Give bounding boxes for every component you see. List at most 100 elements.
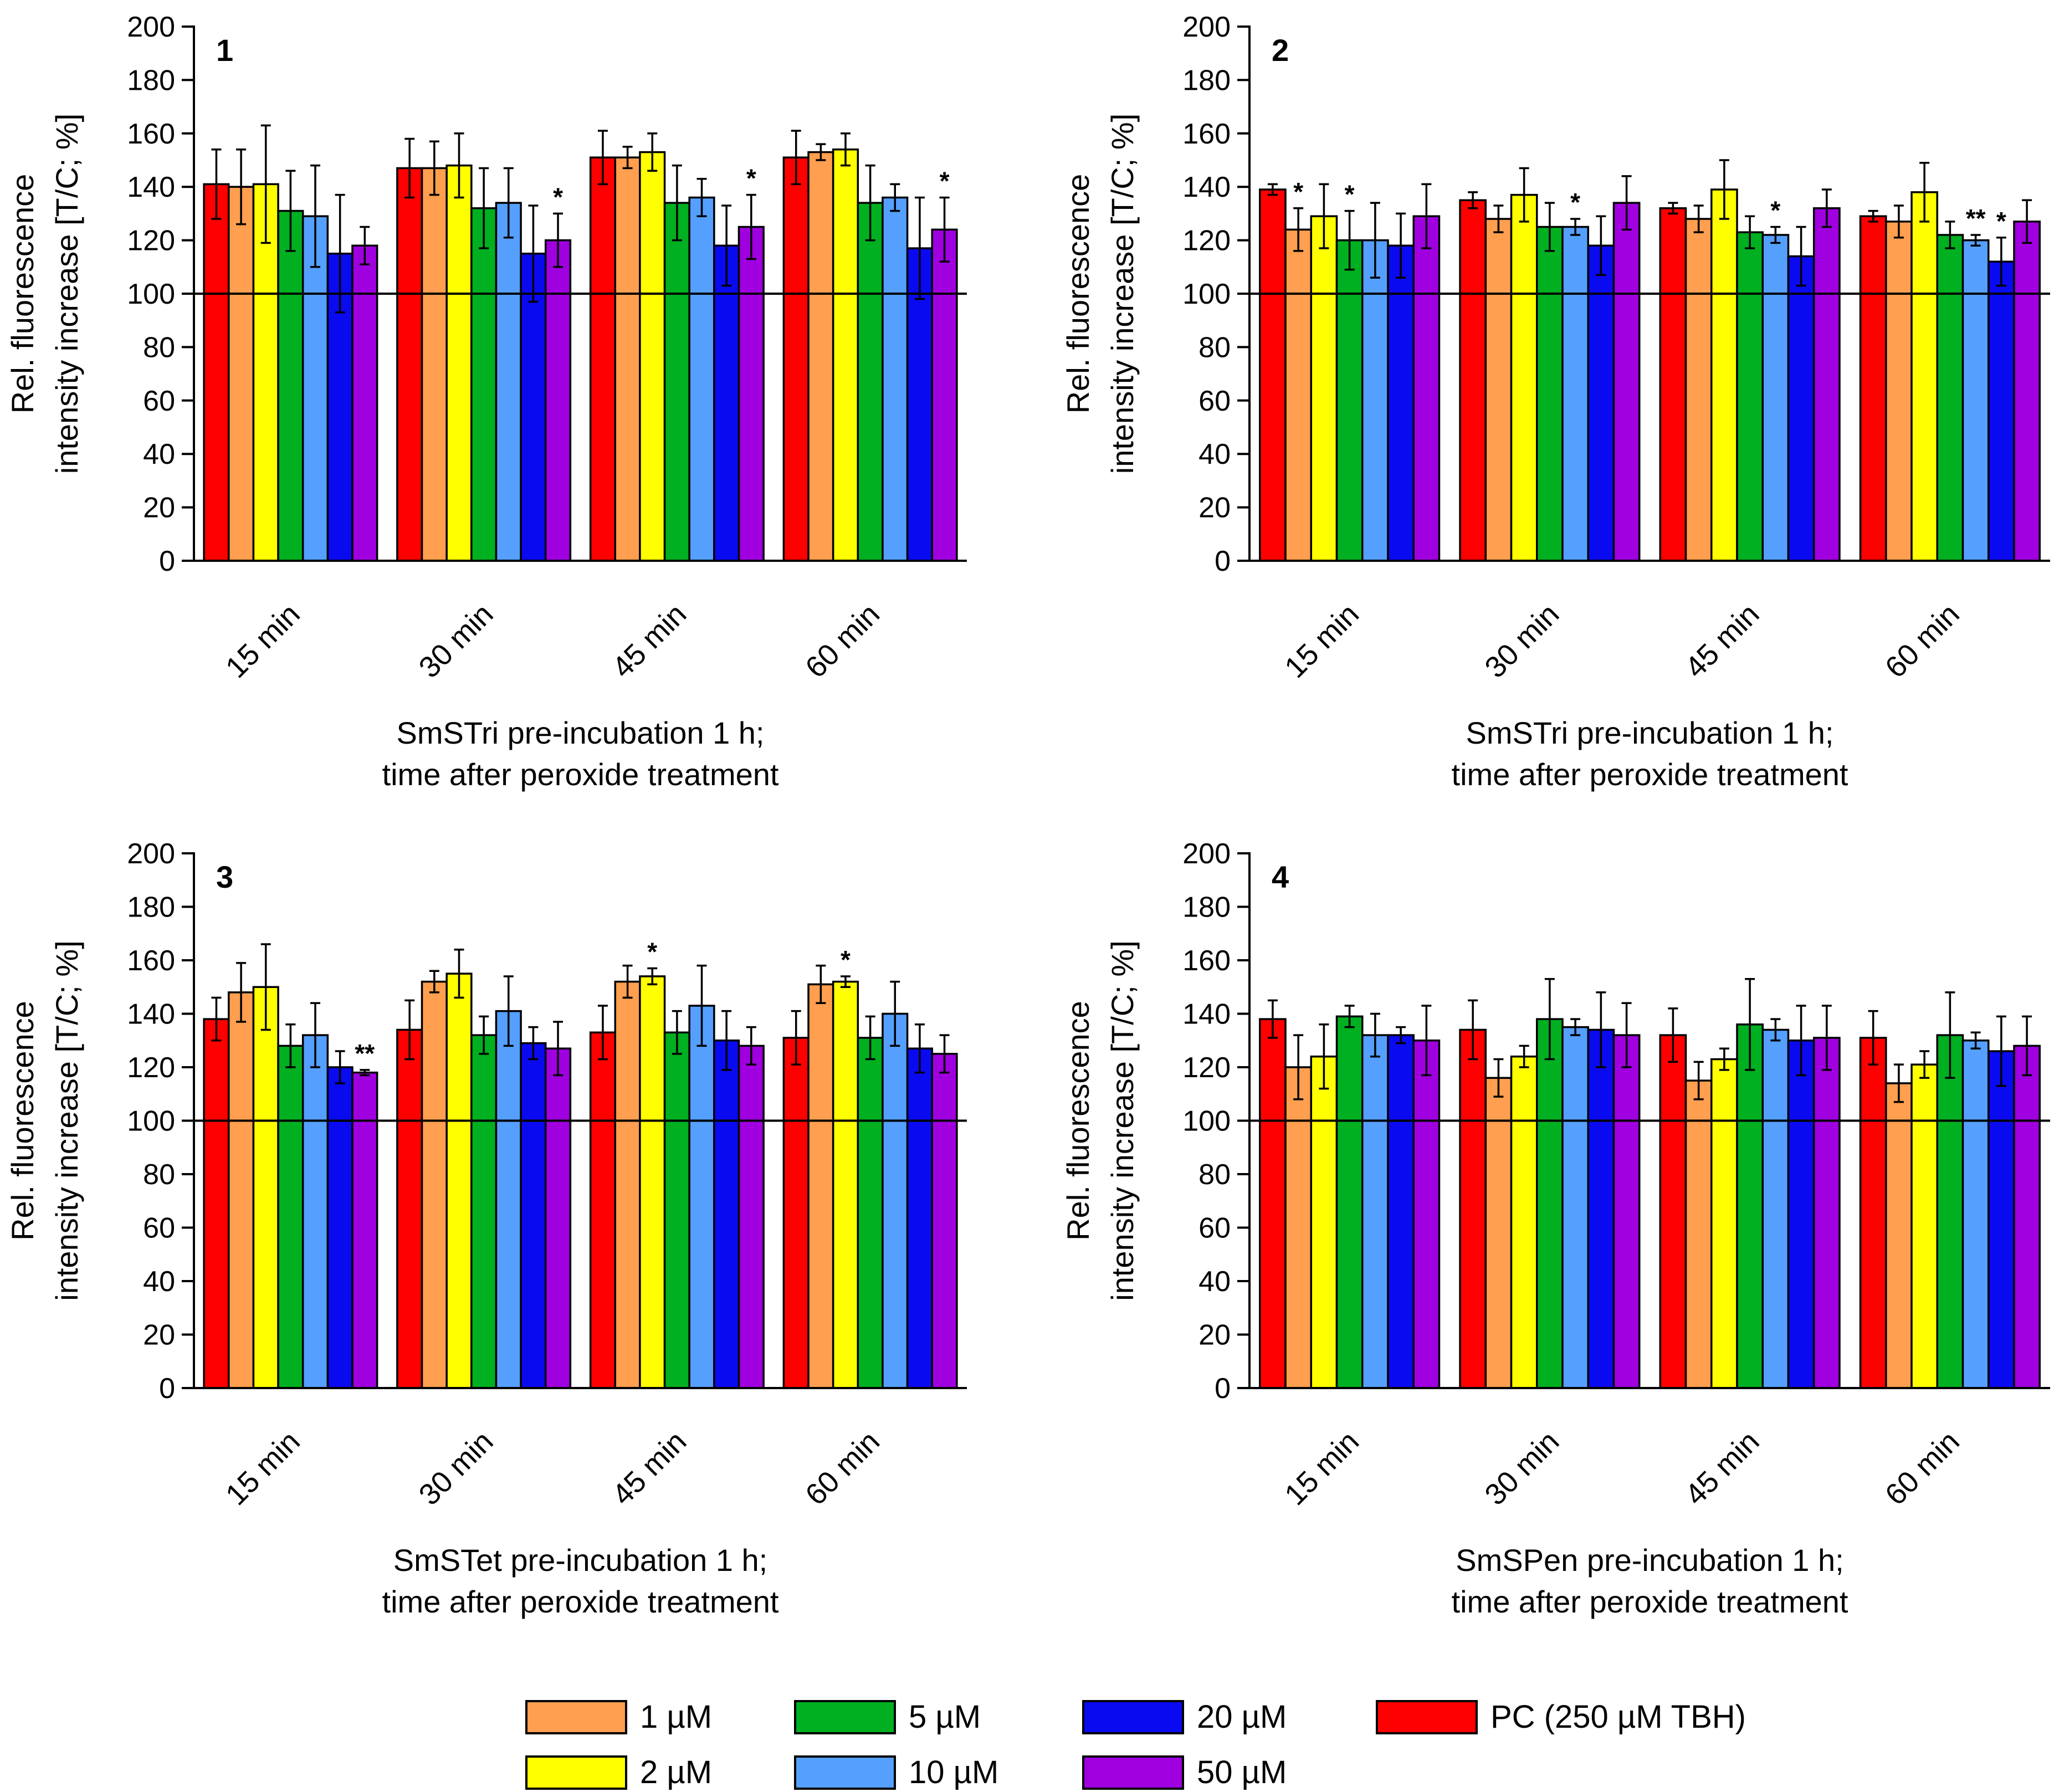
- bar: [737, 1045, 765, 1389]
- y-axis-title-line2: intensity increase [T/C; %]: [1105, 940, 1140, 1301]
- y-tick-label: 0: [1215, 1373, 1231, 1405]
- bar: [832, 980, 859, 1389]
- bar: [1710, 188, 1738, 562]
- y-tick-label: 200: [127, 11, 175, 43]
- x-tick-label: 45 min: [1679, 597, 1766, 684]
- x-tick-label: 15 min: [219, 1425, 306, 1512]
- y-axis-title-line1: Rel. fluorescence: [1061, 174, 1095, 414]
- bar: [1412, 215, 1441, 562]
- bar: [589, 156, 617, 562]
- x-axis-title-line1: SmSTri pre-incubation 1 h;: [1466, 715, 1834, 750]
- x-axis-title-line2: time after peroxide treatment: [1452, 757, 1848, 792]
- y-tick-label: 40: [143, 1266, 175, 1298]
- significance-marker: *: [647, 937, 657, 966]
- legend-swatch: [1376, 1700, 1478, 1734]
- legend-label: 5 µM: [909, 1699, 981, 1735]
- bar: [421, 980, 448, 1389]
- legend-item: 2 µM: [525, 1754, 712, 1790]
- y-tick-label: 100: [1182, 1105, 1231, 1138]
- bar: [301, 215, 329, 562]
- legend-item: 1 µM: [525, 1699, 712, 1735]
- legend-swatch: [1082, 1700, 1184, 1734]
- bar: [688, 196, 715, 562]
- bar: [1536, 1018, 1564, 1389]
- y-tick-label: 120: [127, 225, 175, 257]
- bar: [1510, 1055, 1538, 1389]
- bar: [1536, 226, 1564, 562]
- x-axis-title-line1: SmSTet pre-incubation 1 h;: [393, 1543, 767, 1578]
- y-tick-label: 120: [1182, 1052, 1231, 1084]
- x-tick-label: 30 min: [413, 1425, 500, 1512]
- y-tick-label: 160: [1182, 118, 1231, 150]
- legend-item: PC (250 µM TBH): [1376, 1699, 1746, 1735]
- bar: [1587, 244, 1615, 562]
- bar: [1736, 231, 1764, 562]
- bar: [1659, 1034, 1687, 1389]
- y-tick-label: 40: [1198, 1266, 1231, 1298]
- bar: [1659, 207, 1687, 562]
- bar: [737, 226, 765, 562]
- legend-swatch: [1082, 1755, 1184, 1790]
- panel-number: 1: [216, 33, 233, 68]
- bar: [1459, 1028, 1487, 1389]
- y-tick-label: 200: [1182, 11, 1231, 43]
- y-tick-label: 40: [143, 438, 175, 470]
- bar: [663, 1031, 690, 1389]
- x-tick-label: 30 min: [413, 597, 500, 684]
- bar: [228, 991, 255, 1389]
- bar: [2013, 221, 2041, 562]
- legend-item: 20 µM: [1082, 1699, 1287, 1735]
- legend-label: 10 µM: [909, 1754, 998, 1790]
- significance-marker: *: [1345, 180, 1355, 209]
- bar: [470, 207, 498, 562]
- bar: [1412, 1040, 1441, 1389]
- bar: [1761, 234, 1790, 562]
- bar: [639, 975, 666, 1389]
- chart-panel-4: 0 20 40 60 80 100 120 140 160 180 200 4 15 min 30 min…: [1061, 838, 2050, 1619]
- x-axis-title-line2: time after peroxide treatment: [382, 757, 779, 792]
- significance-marker: *: [940, 166, 950, 195]
- y-tick-label: 100: [127, 278, 175, 310]
- y-axis-title-line2: intensity increase [T/C; %]: [49, 940, 84, 1301]
- y-tick-label: 80: [143, 331, 175, 363]
- y-tick-label: 200: [1182, 838, 1231, 870]
- significance-marker: **: [1966, 204, 1986, 233]
- bar: [782, 156, 810, 562]
- bar: [1736, 1023, 1764, 1389]
- bar: [1361, 239, 1389, 562]
- y-tick-label: 180: [127, 892, 175, 924]
- bar: [203, 1018, 230, 1389]
- bar: [931, 1053, 958, 1389]
- bar: [1812, 1037, 1841, 1389]
- x-axis-title-line2: time after peroxide treatment: [1452, 1584, 1848, 1619]
- bar: [1910, 1063, 1939, 1389]
- bar: [882, 196, 909, 562]
- y-tick-label: 160: [127, 118, 175, 150]
- bar: [663, 202, 690, 562]
- legend-label: PC (250 µM TBH): [1490, 1699, 1746, 1735]
- bar: [1561, 1026, 1589, 1389]
- bar: [713, 1040, 740, 1389]
- bar: [1859, 1037, 1887, 1389]
- bar: [614, 156, 641, 562]
- bar: [1259, 188, 1287, 562]
- bar: [2013, 1045, 2041, 1389]
- bar: [614, 980, 641, 1389]
- bar: [857, 202, 884, 562]
- bar: [1561, 226, 1589, 562]
- bar: [1612, 202, 1641, 562]
- bar: [1710, 1058, 1738, 1389]
- x-tick-label: 15 min: [219, 597, 306, 684]
- y-tick-label: 120: [127, 1052, 175, 1084]
- y-tick-label: 100: [1182, 278, 1231, 310]
- bar: [396, 167, 423, 562]
- legend-label: 1 µM: [640, 1699, 712, 1735]
- x-tick-label: 60 min: [799, 597, 886, 684]
- legend-item: 50 µM: [1082, 1754, 1287, 1790]
- y-tick-label: 120: [1182, 225, 1231, 257]
- y-tick-label: 100: [127, 1105, 175, 1138]
- y-tick-label: 140: [127, 171, 175, 203]
- y-tick-label: 60: [1198, 385, 1231, 417]
- y-tick-label: 60: [143, 1212, 175, 1245]
